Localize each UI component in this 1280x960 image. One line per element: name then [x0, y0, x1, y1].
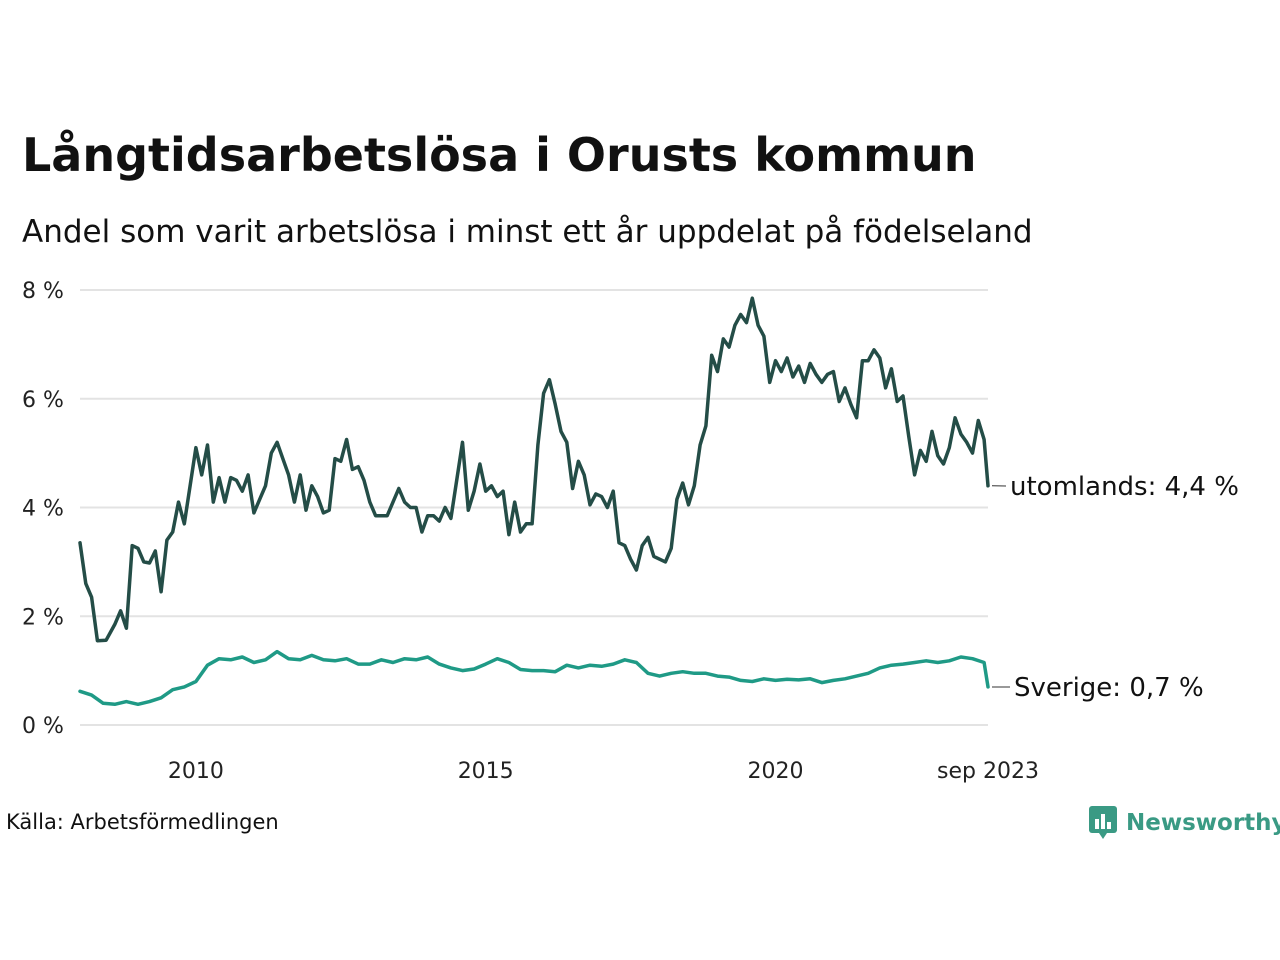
label-layer: 0 % 2 % 4 % 6 % 8 % 2010 2015 2020 sep 2023 utoml… — [22, 279, 1239, 784]
newsworthy-logo-text: Newsworthy — [1126, 810, 1280, 836]
x-tick-label: 2015 — [458, 759, 514, 784]
chart-title: Långtidsarbetslösa i Orusts kommun — [22, 128, 977, 182]
y-tick-label: 4 % — [22, 497, 64, 522]
x-tick-label: 2020 — [747, 759, 803, 784]
sverige-line — [78, 649, 990, 707]
newsworthy-logo-icon — [1089, 806, 1117, 839]
line-chart: 0 % 2 % 4 % 6 % 8 % 2010 2015 2020 sep 2023 utoml… — [22, 279, 1239, 784]
y-tick-label: 6 % — [22, 388, 64, 413]
y-tick-label: 8 % — [22, 279, 64, 304]
x-tick-label: 2010 — [168, 759, 224, 784]
chart-subtitle: Andel som varit arbetslösa i minst ett å… — [22, 214, 1033, 250]
series-end-label: utomlands: 4,4 % — [1010, 472, 1239, 502]
newsworthy-logo: Newsworthy — [1088, 805, 1280, 841]
y-tick-label: 2 % — [22, 605, 64, 630]
series-end-label: Sverige: 0,7 % — [1014, 673, 1204, 703]
x-tick-label: sep 2023 — [937, 759, 1039, 784]
series-layer — [78, 296, 990, 707]
source-note: Källa: Arbetsförmedlingen — [6, 810, 279, 834]
utomlands-line — [78, 296, 990, 643]
y-tick-label: 0 % — [22, 714, 64, 739]
